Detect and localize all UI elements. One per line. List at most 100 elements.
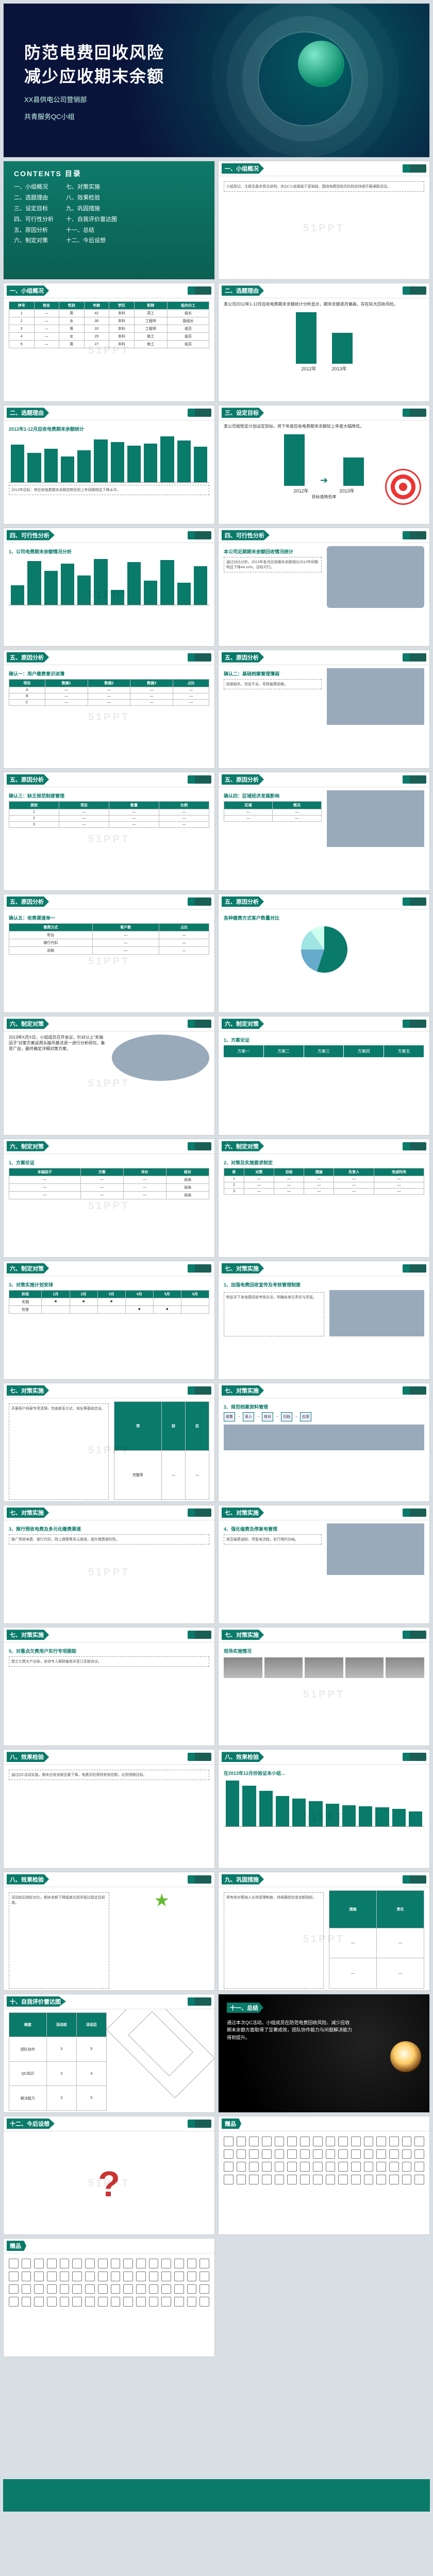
toc-item: 十、自我评价雷达图 [66, 214, 117, 225]
section-flag: 六、制定对策 [222, 1141, 264, 1151]
slide-s1-table: 一、小组概况 序号姓名性别年龄学历职称组内分工 1—男42本科高工组长2—女36… [3, 283, 215, 402]
cause-title: 确认四：区域经济发展影响 [224, 792, 322, 799]
section-flag: 六、制定对策 [7, 1263, 49, 1274]
impl-title: 4、强化催费及停复电管理 [224, 1526, 322, 1532]
impl-title: 1、加强电费回收宣传及考核管理制度 [224, 1281, 424, 1288]
block-title: 1、方案论证 [9, 1159, 209, 1166]
toc-item: 八、效果检验 [66, 193, 117, 204]
logo-icon [188, 1997, 211, 2006]
effect-text: 通过QC活动实施，期末应收余额显著下降，电费风险得到有效控制，达到预期目标。 [9, 1770, 209, 1780]
logo-icon [403, 1020, 426, 1028]
logo-icon [188, 897, 211, 906]
meeting-image [112, 1035, 210, 1081]
goal-bar-to [343, 457, 364, 486]
slide-s7-4: 七、对策实施 3、推行预收电费及多元化缴费渠道 推广预收电费、银行代扣、网上缴费… [3, 1505, 215, 1624]
plan-text: 2013年X月X日，小组成员召开会议，针对以上“末端因子”对策方案运用头脑风暴法… [9, 1035, 107, 1133]
cause-table: 项目数据1数据2数据3占比 A————B————C———— [9, 679, 209, 706]
target-icon [385, 469, 421, 505]
slide-s7-6: 七、对策实施 5、对重点欠费用户实行专项跟踪 建立欠费大户台账，安排专人跟踪催收… [3, 1627, 215, 1746]
globe-orb [298, 41, 344, 87]
section-flag: 七、对策实施 [7, 1507, 49, 1518]
section-flag: 四、可行性分析 [222, 530, 270, 540]
logo-icon [403, 1142, 426, 1150]
pill: 方案四 [344, 1045, 384, 1057]
flowchart: 收集→录入→核对→归档→应用 [224, 1412, 424, 1421]
icon-grid [219, 2131, 429, 2190]
section-flag: 七、对策实施 [222, 1630, 264, 1640]
block-title: 3、对策实施计划安排 [9, 1281, 209, 1288]
section-flag: 七、对策实施 [222, 1507, 264, 1518]
section-flag: 六、制定对策 [7, 1141, 49, 1151]
impl-title: 3、推行预收电费及多元化缴费渠道 [9, 1526, 209, 1532]
slide-s4-b: 四、可行性分析 本公司近期期末余额回收情况统计 通过对比分析，2013年各月应收… [218, 528, 430, 647]
logo-icon [403, 531, 426, 539]
goal-text: 某公司按既定计划设定目标，将下年度应收电费期末余额较上年度大幅降低。 [224, 423, 424, 429]
photo-placeholder [327, 790, 425, 847]
bar-title: 2012年1-12月应收电费期末余额统计 [9, 426, 209, 432]
logo-icon [188, 653, 211, 662]
logo-icon [403, 1509, 426, 1517]
icon-grid [4, 2253, 214, 2312]
section-flag: 七、对策实施 [222, 1385, 264, 1396]
logo-icon [188, 1020, 211, 1028]
section-flag: 六、制定对策 [7, 1019, 49, 1029]
logo-icon [188, 1753, 211, 1761]
slide-s8-a: 八、效果检验 通过QC活动实施，期末应收余额显著下降，电费风险得到有效控制，达到… [3, 1749, 215, 1868]
title-sub1: XX县供电公司营销部 [24, 94, 429, 104]
toc-item: 九、巩固措施 [66, 204, 117, 214]
cause-title: 确认三：缺乏规范制度管理 [9, 792, 209, 799]
section-flag: 九、巩固措施 [222, 1874, 264, 1885]
contents-heading: CONTENTS 目录 [14, 168, 204, 179]
slide-s3: 三、设定目标 某公司按既定计划设定目标，将下年度应收电费期末余额较上年度大幅降低… [218, 405, 430, 524]
year-label: 2012年 [301, 365, 316, 372]
section-flag: 赠品 [222, 2119, 241, 2129]
title-sub2: 共青服务QC小组 [24, 111, 429, 121]
slide-s7-3: 七、对策实施 2、规范档案资料管理 收集→录入→核对→归档→应用 [218, 1383, 430, 1502]
logo-icon [188, 1264, 211, 1273]
logo-icon [403, 409, 426, 417]
section-flag: 十、自我评价雷达图 [7, 1996, 66, 2007]
logo-icon [403, 1875, 426, 1884]
feasibility-bar-chart [9, 559, 209, 605]
section-flag: 十二、今后设想 [7, 2119, 55, 2129]
cause-title: 确认五：收费渠道单一 [9, 914, 209, 921]
slide-s6-b: 六、制定对策 1、方案论证 方案一 方案二 方案三 方案四 方案五 [218, 1016, 430, 1135]
section-flag: 五、原因分析 [7, 896, 49, 907]
photo-placeholder [327, 546, 425, 608]
slide-gift-2: 赠品 [3, 2238, 215, 2357]
pill: 方案三 [304, 1045, 344, 1057]
logo-icon [188, 775, 211, 784]
logo-icon [188, 286, 211, 295]
logo-icon [403, 286, 426, 295]
note: 通过对比分析，2013年各月应收期末余额相比2012年同期明显下降44.xx%，… [224, 557, 322, 572]
tower-image [327, 1523, 425, 1575]
year-label: 2013年 [340, 487, 355, 494]
sub-title: 本公司近期期末余额回收情况统计 [224, 548, 322, 555]
contents-slide: CONTENTS 目录 一、小组概况 二、选题理由 三、设定目标 四、可行性分析… [3, 161, 215, 280]
logo-icon [188, 1875, 211, 1884]
slide-s2-bars: 二、选题理由 2012年1-12月应收电费期末余额统计 2013年目标：将应收电… [3, 405, 215, 524]
slide-s7-2: 七、对策实施 开展客户档案专项清理，完善联系方式、地址等基础信息。 项前后完整率… [3, 1383, 215, 1502]
logo-icon [403, 164, 426, 173]
section-flag: 一、小组概况 [7, 285, 49, 296]
slide-s6-c: 六、制定对策 1、方案论证 末端因子方案评价结论 ———采纳———采纳———采纳… [3, 1139, 215, 1258]
logo-icon [403, 897, 426, 906]
pie-title: 各种缴费方式客户数量对比 [224, 914, 424, 921]
effect-bar-chart [224, 1781, 424, 1827]
toc-item: 七、对策实施 [66, 182, 117, 193]
pill: 方案二 [264, 1045, 304, 1057]
title-line1: 防范电费回收风险 [24, 40, 429, 63]
toc-item: 三、设定目标 [14, 204, 54, 214]
slide-s6-a: 六、制定对策 2013年X月X日，小组成员召开会议，针对以上“末端因子”对策方案… [3, 1016, 215, 1135]
section-flag: 五、原因分析 [222, 896, 264, 907]
toc-item: 五、原因分析 [14, 225, 54, 236]
slide-s5-5: 五、原因分析 确认五：收费渠道单一 缴费方式客户数占比 柜台——银行代扣——自助… [3, 894, 215, 1013]
slide-s10: 十、自我评价雷达图 维度活动前活动后 团队协作35QC知识34解决能力35 [3, 1994, 215, 2113]
section-flag: 七、对策实施 [7, 1630, 49, 1640]
section-flag: 赠品 [7, 2241, 26, 2251]
reason-text: 某公司2012年1-12月应收电费期末余额统计分析显示，期末余额逐月偏高，存在较… [224, 301, 424, 307]
cause-title: 确认一：用户缴费意识淡薄 [9, 670, 209, 677]
section-flag: 二、选题理由 [7, 408, 49, 418]
toc-item: 六、制定对策 [14, 235, 54, 246]
sub-title: 1、公司电费期末余额情况分析 [9, 548, 209, 555]
